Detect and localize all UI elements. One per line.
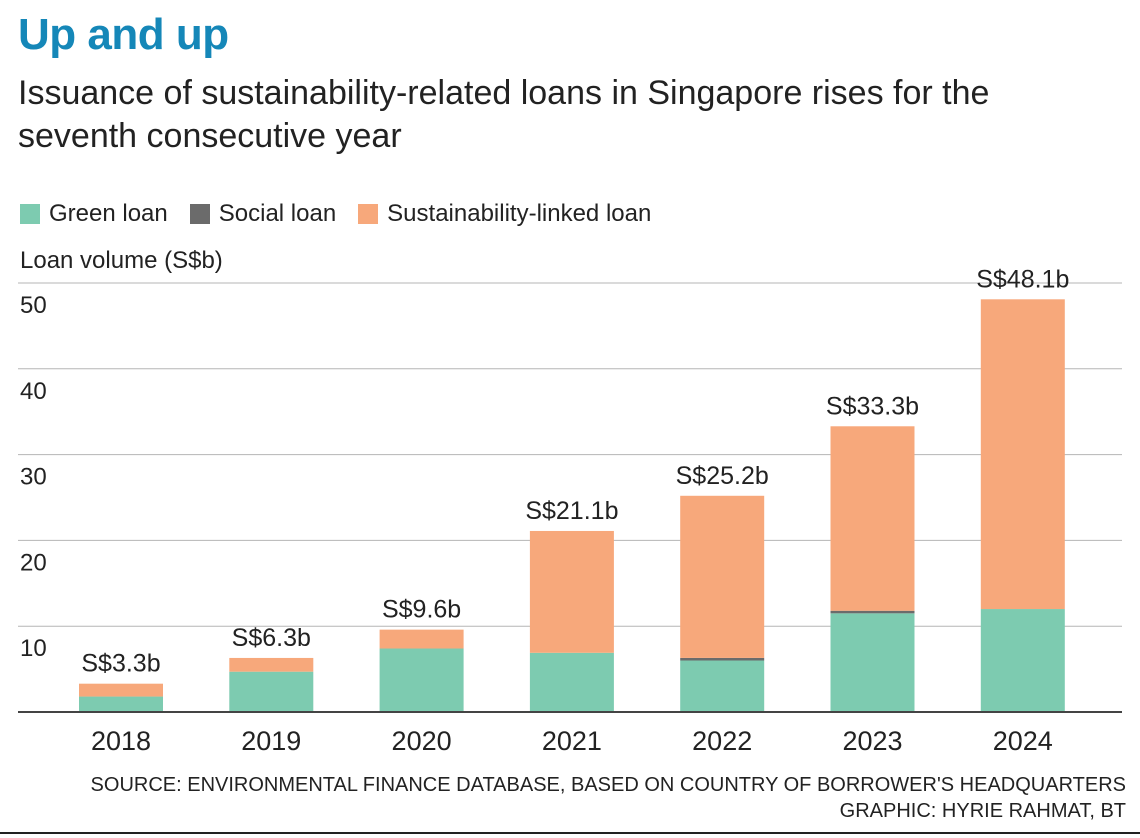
legend-label-sustainability: Sustainability-linked loan: [387, 200, 652, 227]
bar-green-2019: [229, 671, 314, 712]
legend-label-green: Green loan: [49, 200, 168, 227]
bar-sustainability-2018: [79, 683, 163, 697]
bar-sustainability-2022: [680, 495, 765, 658]
legend-swatch-sustainability: [358, 204, 379, 224]
x-tick-label-2023: 2023: [842, 726, 902, 756]
legend-item-green: Green loan: [20, 200, 168, 228]
y-tick-label-50: 50: [20, 292, 47, 319]
data-label-2022: S$25.2b: [676, 462, 769, 490]
bar-green-2024: [980, 609, 1065, 712]
x-tick-label-2018: 2018: [91, 726, 151, 756]
bar-green-2020: [379, 648, 464, 712]
bar-green-2022: [680, 660, 765, 712]
source-text: SOURCE: ENVIRONMENTAL FINANCE DATABASE, …: [90, 774, 1126, 796]
data-label-2024: S$48.1b: [976, 265, 1069, 293]
x-tick-label-2021: 2021: [542, 726, 602, 756]
legend-item-social: Social loan: [189, 200, 337, 228]
bar-sustainability-2020: [379, 629, 464, 649]
y-tick-label-20: 20: [20, 549, 47, 576]
bar-social-2022: [680, 657, 765, 661]
data-label-2021: S$21.1b: [525, 497, 618, 525]
bar-green-2023: [830, 613, 915, 712]
x-tick-label-2022: 2022: [692, 726, 752, 756]
bar-sustainability-2024: [980, 299, 1065, 610]
data-label-2023: S$33.3b: [826, 392, 919, 420]
bar-green-2018: [79, 696, 163, 712]
x-tick-label-2020: 2020: [392, 726, 452, 756]
data-label-2020: S$9.6b: [382, 596, 461, 624]
y-tick-label-40: 40: [20, 378, 47, 405]
source-note: SOURCE: ENVIRONMENTAL FINANCE DATABASE, …: [91, 772, 1126, 824]
legend-item-sustainability: Sustainability-linked loan: [358, 200, 651, 228]
legend: Green loan Social loan Sustainability-li…: [20, 200, 673, 228]
bottom-rule: [0, 832, 1140, 834]
data-label-2018: S$3.3b: [81, 650, 160, 678]
legend-label-social: Social loan: [218, 200, 337, 227]
chart-title: Up and up: [18, 10, 229, 59]
chart-subtitle: Issuance of sustainability-related loans…: [18, 74, 990, 155]
bar-social-2023: [830, 610, 915, 614]
y-tick-label-10: 10: [20, 635, 47, 662]
bar-sustainability-2021: [529, 530, 614, 653]
legend-swatch-green: [20, 204, 40, 224]
x-tick-label-2024: 2024: [993, 726, 1053, 756]
y-axis-label: Loan volume (S$b): [20, 247, 223, 274]
bar-sustainability-2019: [229, 657, 314, 672]
data-label-2019: S$6.3b: [232, 624, 311, 652]
graphic-credit: GRAPHIC: HYRIE RAHMAT, BT: [839, 800, 1126, 822]
legend-swatch-social: [189, 204, 210, 224]
bar-sustainability-2023: [830, 426, 915, 611]
x-tick-label-2019: 2019: [241, 726, 301, 756]
bar-green-2021: [529, 652, 614, 712]
y-tick-label-30: 30: [20, 464, 47, 491]
